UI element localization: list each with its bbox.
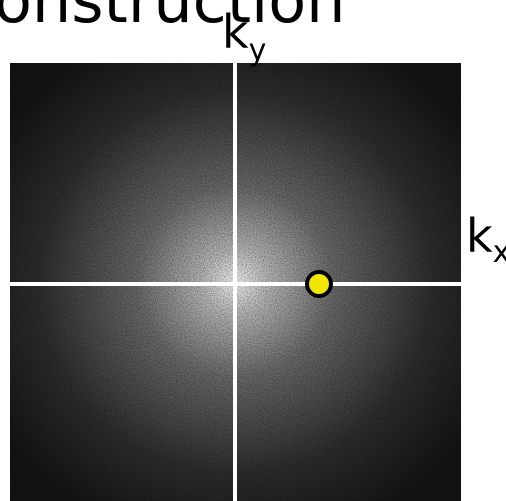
kx-base: k bbox=[466, 209, 493, 263]
kspace-figure: onstruction ky kx bbox=[0, 0, 506, 501]
ky-base: k bbox=[222, 5, 249, 59]
sample-point bbox=[307, 272, 331, 296]
page: onstruction ky kx (() => { const data = … bbox=[0, 0, 506, 501]
kx-sub: x bbox=[493, 235, 506, 270]
kx-label: kx bbox=[466, 209, 506, 270]
title: onstruction bbox=[0, 0, 345, 37]
ky-sub: y bbox=[249, 33, 267, 68]
